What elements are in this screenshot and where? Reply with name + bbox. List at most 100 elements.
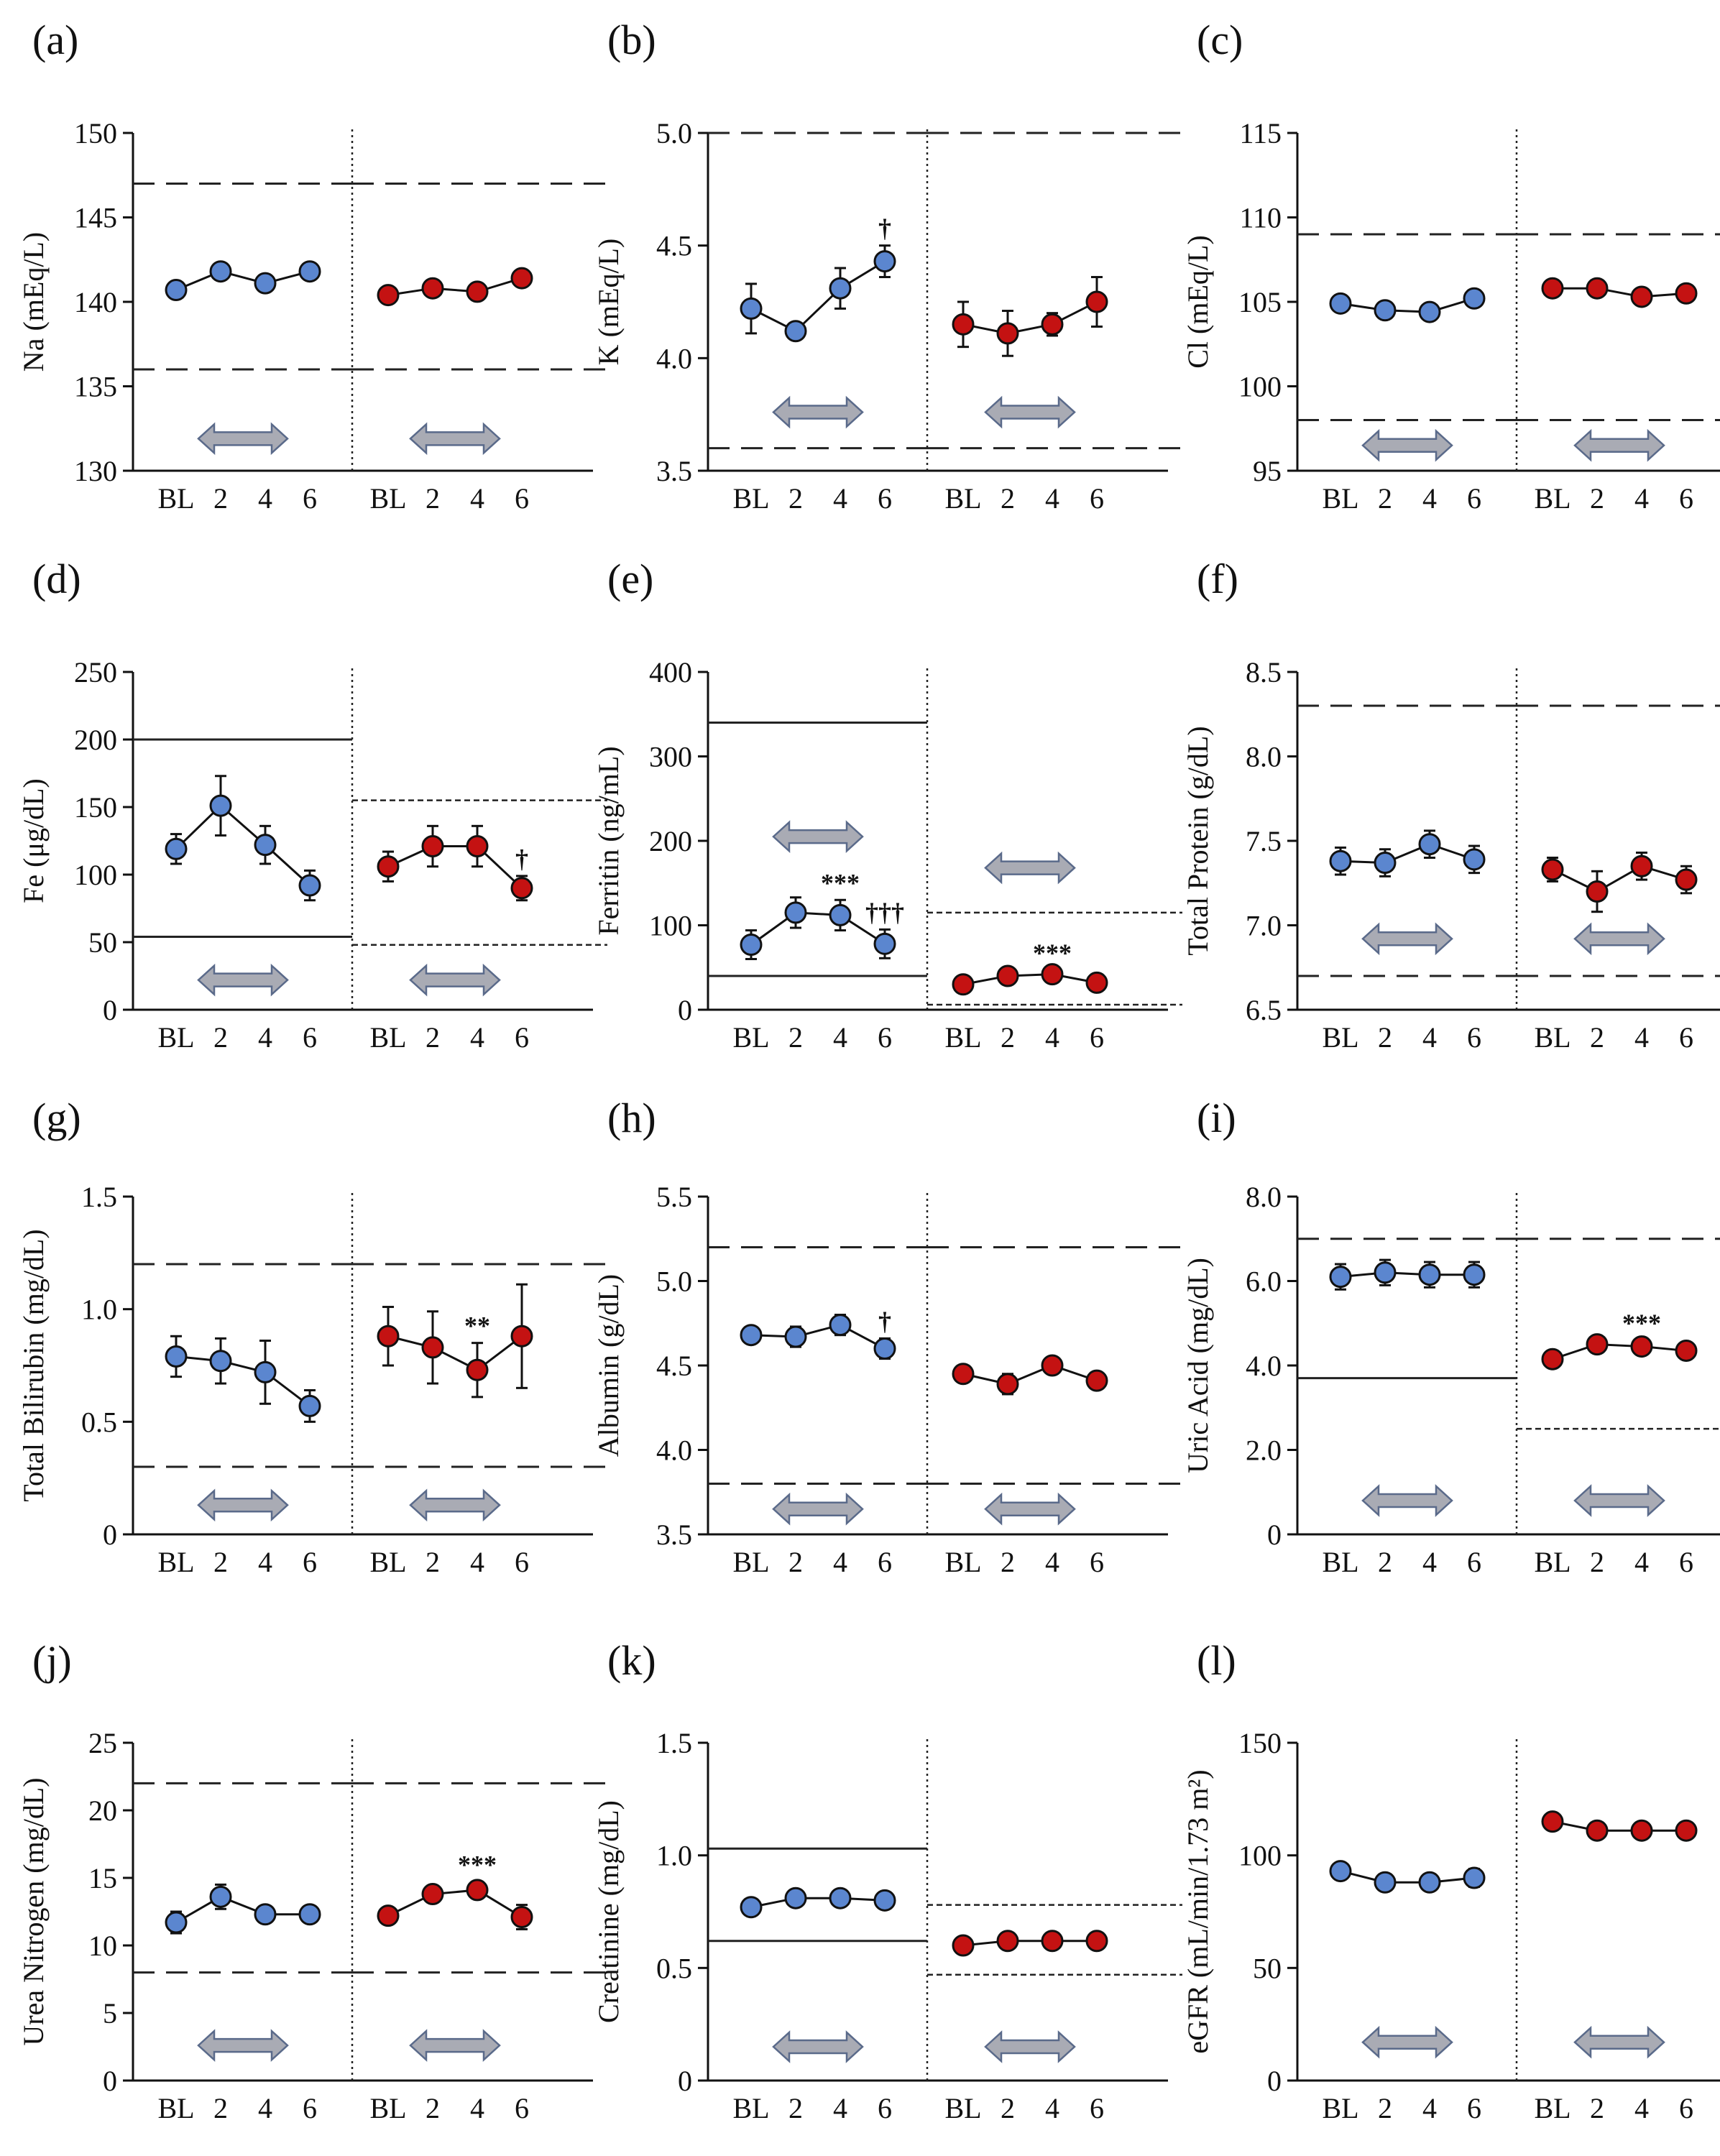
panel-label: (g) xyxy=(32,1095,81,1141)
x-tick-label: BL xyxy=(369,1021,406,1054)
double-arrow-icon xyxy=(1361,922,1453,956)
data-point-blue xyxy=(298,1903,321,1926)
y-tick-label: 145 xyxy=(74,202,117,234)
series-line-red xyxy=(387,1335,523,1372)
x-tick-label: BL xyxy=(157,2092,194,2124)
double-arrow-icon xyxy=(1573,922,1665,956)
data-point-blue xyxy=(1329,292,1352,315)
data-point-blue xyxy=(298,1394,321,1417)
double-arrow-icon xyxy=(772,395,864,429)
x-tick-label: 6 xyxy=(1679,1021,1693,1054)
series-line-blue xyxy=(175,270,311,291)
data-point-red xyxy=(1630,285,1653,308)
y-tick-label: 150 xyxy=(1238,1727,1282,1759)
data-point-red xyxy=(996,964,1019,987)
data-point-red xyxy=(952,313,975,336)
x-tick-label: 4 xyxy=(1634,482,1649,515)
x-tick-label: BL xyxy=(1534,1021,1570,1054)
x-tick-label: 6 xyxy=(1090,1546,1104,1578)
x-tick-label: 6 xyxy=(515,1021,529,1054)
data-point-red xyxy=(421,835,444,858)
panel-label: (j) xyxy=(32,1637,72,1684)
series-line-red xyxy=(962,1364,1098,1386)
y-tick-label: 150 xyxy=(74,791,117,824)
data-point-blue xyxy=(784,1325,807,1348)
significance-mark: ** xyxy=(464,1312,490,1340)
significance-mark: *** xyxy=(1033,939,1072,967)
x-tick-label: 4 xyxy=(258,1021,272,1054)
y-tick-label: 2.0 xyxy=(1246,1434,1282,1467)
data-point-blue xyxy=(298,260,321,283)
x-tick-label: 4 xyxy=(1045,482,1059,515)
data-point-red xyxy=(1675,1339,1698,1362)
y-axis-label: eGFR (mL/min/1.73 m²) xyxy=(1182,1769,1214,2053)
series-line-red xyxy=(387,277,523,297)
y-tick-label: 10 xyxy=(88,1930,117,1962)
data-point-blue xyxy=(873,932,896,955)
double-arrow-icon xyxy=(772,1492,864,1526)
y-tick-label: 95 xyxy=(1253,455,1282,487)
data-point-blue xyxy=(1374,1871,1397,1894)
y-tick-label: 4.0 xyxy=(656,342,692,374)
x-tick-label: 6 xyxy=(878,1546,892,1578)
double-arrow-icon xyxy=(772,2030,864,2063)
data-point-blue xyxy=(829,903,852,926)
y-tick-label: 300 xyxy=(649,741,692,773)
data-point-blue xyxy=(829,277,852,300)
y-tick-label: 150 xyxy=(74,117,117,149)
data-point-red xyxy=(1675,868,1698,891)
data-point-red xyxy=(1675,282,1698,305)
panel-f: (f) 6.5 7.0 7.5 8.0 8.5 Total Protein (g/dL) BL… xyxy=(1182,556,1720,1054)
data-point-blue xyxy=(209,260,232,283)
data-point-blue xyxy=(298,874,321,897)
significance-mark: † xyxy=(878,214,891,243)
x-tick-label: BL xyxy=(732,1546,769,1578)
series-line-red xyxy=(1552,865,1687,893)
x-tick-label: 4 xyxy=(1422,1546,1437,1578)
y-tick-label: 6.0 xyxy=(1246,1266,1282,1298)
y-axis-label: K (mEq/L) xyxy=(592,239,625,366)
y-tick-label: 400 xyxy=(649,656,692,688)
series-line-blue xyxy=(175,1895,310,1924)
panel-g: (g) 0 0.5 1.0 1.5 Total Bilirubin (mg/dL) ** BL… xyxy=(17,1095,607,1578)
double-arrow-icon xyxy=(984,2030,1076,2063)
x-tick-label: 6 xyxy=(1679,2092,1693,2124)
x-tick-label: 4 xyxy=(833,2092,847,2124)
data-point-blue xyxy=(740,1896,763,1919)
x-tick-label: 6 xyxy=(1679,1546,1693,1578)
data-point-blue xyxy=(784,320,807,343)
x-tick-label: 6 xyxy=(303,2092,317,2124)
panel-label: (k) xyxy=(607,1637,656,1684)
data-point-blue xyxy=(254,834,277,857)
data-point-red xyxy=(466,280,489,303)
data-point-red xyxy=(1586,277,1609,300)
y-tick-label: 5.0 xyxy=(656,1266,692,1298)
data-point-blue xyxy=(1329,1860,1352,1883)
double-arrow-icon xyxy=(984,1492,1076,1526)
x-tick-label: 6 xyxy=(515,2092,529,2124)
x-tick-label: 6 xyxy=(878,482,892,515)
y-axis-label: Urea Nitrogen (mg/dL) xyxy=(17,1777,50,2045)
x-tick-label: BL xyxy=(157,482,194,515)
y-tick-label: 6.5 xyxy=(1246,994,1282,1026)
x-tick-label: 2 xyxy=(1001,482,1015,515)
data-point-red xyxy=(996,1373,1019,1396)
x-tick-label: 6 xyxy=(1467,1546,1481,1578)
data-point-red xyxy=(466,835,489,858)
x-tick-label: 6 xyxy=(1090,2092,1104,2124)
x-tick-label: 6 xyxy=(1467,482,1481,515)
x-tick-label: 4 xyxy=(1422,482,1437,515)
double-arrow-icon xyxy=(984,851,1076,885)
data-point-red xyxy=(1085,971,1108,994)
y-tick-label: 200 xyxy=(74,724,117,756)
double-arrow-icon xyxy=(1361,2025,1453,2059)
data-point-blue xyxy=(784,1886,807,1909)
x-tick-label: 2 xyxy=(213,2092,228,2124)
panel-j: (j) 0 5 10 15 20 25 Urea Nitrogen (mg/dL) *** BL 2… xyxy=(17,1637,607,2124)
y-tick-label: 8.5 xyxy=(1246,656,1282,688)
y-tick-label: 1.0 xyxy=(81,1294,117,1326)
